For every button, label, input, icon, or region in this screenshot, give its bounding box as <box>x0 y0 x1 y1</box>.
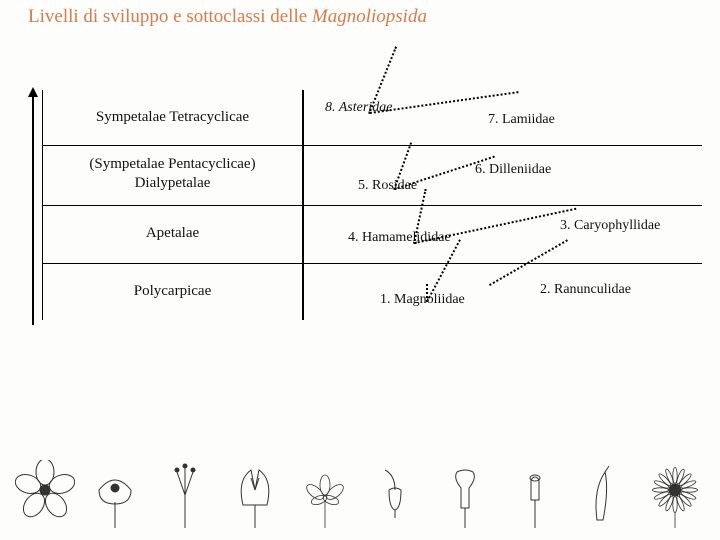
flower-icon <box>435 460 495 530</box>
taxon-label: 1. Magnoliidae <box>380 292 465 308</box>
flower-icon <box>85 460 145 530</box>
flower-icon <box>225 460 285 530</box>
table-row <box>42 263 702 264</box>
table-row <box>42 145 702 146</box>
flower-icon <box>155 460 215 530</box>
row-label: Polycarpicae <box>45 283 300 300</box>
taxon-label: 8. Asteridae <box>325 100 392 116</box>
row-label: (Sympetalae Pentacyclicae)Dialypetalae <box>45 155 300 193</box>
taxon-label: 5. Rosidae <box>358 178 417 194</box>
arrow-up-icon <box>32 95 34 325</box>
row-label: Sympetalae Tetracyclicae <box>45 109 300 126</box>
taxon-label: 7. Lamiidae <box>488 112 555 128</box>
flower-icon <box>15 460 75 530</box>
title-italic: Magnoliopsida <box>312 6 427 27</box>
title-plain: Livelli di sviluppo e sottoclassi delle <box>28 6 312 27</box>
flower-icon <box>365 460 425 530</box>
table-row <box>42 205 702 206</box>
page-title: Livelli di sviluppo e sottoclassi delle … <box>28 6 427 28</box>
flower-icon <box>645 460 705 530</box>
flower-icon <box>505 460 565 530</box>
flower-icon <box>575 460 635 530</box>
flower-row <box>15 450 705 530</box>
taxon-label: 2. Ranunculidae <box>540 282 631 298</box>
flower-icon <box>295 460 355 530</box>
taxon-label: 3. Caryophyllidae <box>560 218 660 234</box>
taxon-label: 6. Dilleniidae <box>475 162 551 178</box>
connector-line <box>415 208 577 244</box>
row-label: Apetalae <box>45 225 300 242</box>
